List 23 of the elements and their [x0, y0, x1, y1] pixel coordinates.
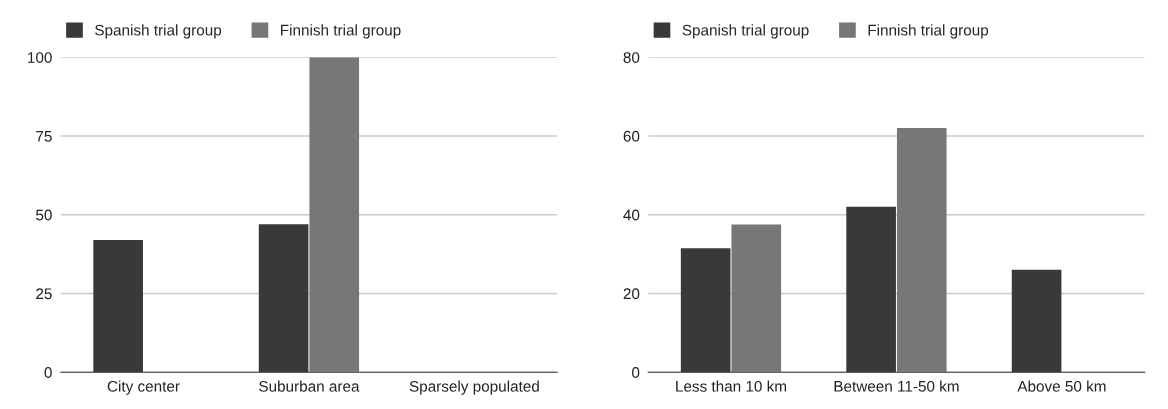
bar [731, 224, 782, 373]
x-tick-label: Sparsely populated [409, 380, 539, 395]
y-tick-label: 25 [36, 288, 52, 300]
bar [896, 128, 947, 373]
x-tick-label: Suburban area [259, 380, 360, 392]
bar [309, 57, 360, 373]
legend-label: Finnish trial group [868, 24, 989, 39]
y-tick-label: 75 [36, 131, 52, 142]
y-tick-label: 0 [632, 367, 640, 378]
y-tick-label: 50 [36, 209, 52, 221]
y-tick-label: 40 [623, 209, 640, 221]
y-tick-label: 20 [623, 288, 640, 300]
y-tick-label: 100 [28, 52, 52, 63]
legend-label: Spanish trial group [95, 24, 222, 39]
x-tick-label: City center [107, 380, 180, 395]
y-tick-label: 80 [623, 52, 640, 63]
y-tick-label: 60 [623, 130, 640, 142]
legend-label: Finnish trial group [281, 24, 401, 39]
x-tick-label: Above 50 km [1017, 380, 1106, 392]
legend-label: Spanish trial group [682, 24, 809, 39]
y-tick-label: 0 [44, 367, 52, 378]
x-tick-label: Less than 10 km [676, 380, 787, 392]
x-tick-label: Between 11-50 km [834, 380, 959, 392]
